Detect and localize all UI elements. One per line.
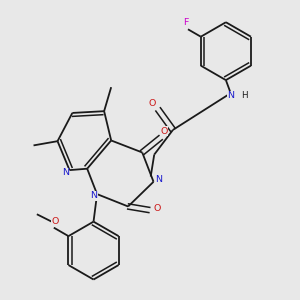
Text: N: N xyxy=(227,92,234,100)
Text: N: N xyxy=(90,191,97,200)
Text: N: N xyxy=(62,168,69,177)
Text: O: O xyxy=(153,204,161,213)
Text: H: H xyxy=(241,92,247,100)
Text: O: O xyxy=(148,99,155,108)
Text: F: F xyxy=(184,18,189,27)
Text: O: O xyxy=(52,218,59,226)
Text: N: N xyxy=(155,176,162,184)
Text: O: O xyxy=(160,127,168,136)
